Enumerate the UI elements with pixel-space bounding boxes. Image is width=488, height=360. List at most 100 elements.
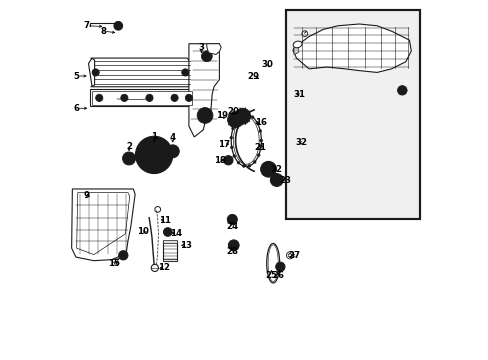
Text: 21: 21: [254, 143, 266, 152]
Circle shape: [146, 147, 162, 163]
Polygon shape: [292, 134, 308, 149]
Text: 30: 30: [261, 60, 273, 69]
Circle shape: [171, 149, 174, 153]
Text: 18: 18: [214, 156, 225, 165]
Circle shape: [135, 136, 172, 174]
Circle shape: [260, 161, 276, 177]
Circle shape: [397, 86, 406, 95]
Circle shape: [223, 156, 233, 165]
Text: 32: 32: [295, 138, 307, 147]
Text: 16: 16: [254, 118, 266, 127]
Text: 4: 4: [169, 133, 176, 142]
Circle shape: [258, 130, 261, 132]
Circle shape: [253, 161, 256, 163]
Bar: [285, 10, 419, 220]
Circle shape: [116, 23, 121, 28]
Text: 26: 26: [272, 270, 284, 279]
Circle shape: [151, 152, 157, 158]
Circle shape: [230, 217, 234, 222]
Text: 1: 1: [151, 132, 157, 141]
Text: 5: 5: [74, 72, 80, 81]
Circle shape: [121, 253, 125, 257]
Circle shape: [275, 262, 285, 271]
Polygon shape: [293, 45, 298, 54]
Polygon shape: [72, 189, 135, 261]
Circle shape: [257, 154, 260, 157]
Text: 7: 7: [83, 21, 90, 30]
Circle shape: [255, 121, 258, 124]
Circle shape: [278, 265, 282, 269]
Circle shape: [96, 94, 102, 102]
Circle shape: [266, 167, 270, 171]
Circle shape: [273, 176, 280, 184]
Circle shape: [231, 243, 236, 248]
Polygon shape: [292, 24, 410, 72]
Circle shape: [233, 118, 237, 122]
Text: 9: 9: [83, 190, 89, 199]
Circle shape: [274, 178, 278, 182]
Circle shape: [270, 174, 283, 186]
Text: 25: 25: [265, 270, 277, 279]
Circle shape: [237, 111, 247, 121]
Text: 3: 3: [198, 43, 204, 52]
Circle shape: [169, 148, 176, 155]
Circle shape: [263, 164, 273, 174]
Polygon shape: [88, 58, 192, 87]
Bar: [285, 10, 419, 220]
Circle shape: [305, 140, 308, 143]
Polygon shape: [188, 44, 219, 137]
Text: 2: 2: [126, 142, 132, 151]
Polygon shape: [206, 44, 221, 54]
Circle shape: [231, 127, 234, 130]
Circle shape: [228, 240, 239, 251]
Circle shape: [298, 140, 301, 143]
Circle shape: [247, 165, 250, 167]
Bar: [163, 259, 177, 261]
Circle shape: [125, 155, 132, 162]
Text: 12: 12: [158, 264, 170, 273]
Circle shape: [240, 114, 244, 118]
Circle shape: [240, 114, 243, 117]
Circle shape: [201, 51, 212, 62]
Circle shape: [92, 69, 99, 76]
Circle shape: [114, 22, 122, 30]
Circle shape: [229, 136, 232, 139]
Circle shape: [140, 141, 167, 168]
Circle shape: [232, 155, 235, 158]
Circle shape: [197, 108, 212, 123]
Bar: [89, 89, 194, 107]
Circle shape: [245, 113, 248, 116]
Text: 29: 29: [247, 72, 259, 81]
Circle shape: [234, 108, 250, 124]
Bar: [163, 241, 177, 261]
Ellipse shape: [293, 41, 302, 48]
Text: 13: 13: [179, 241, 191, 250]
Circle shape: [166, 145, 179, 158]
Circle shape: [227, 215, 237, 225]
Circle shape: [121, 94, 128, 102]
Circle shape: [251, 116, 254, 118]
Circle shape: [230, 146, 233, 149]
Text: 11: 11: [159, 216, 170, 225]
Circle shape: [182, 69, 188, 76]
Circle shape: [227, 112, 243, 128]
Circle shape: [235, 120, 238, 122]
Circle shape: [294, 140, 297, 143]
Circle shape: [399, 88, 404, 93]
Text: 22: 22: [270, 165, 282, 174]
Text: 15: 15: [107, 259, 119, 268]
Bar: [92, 91, 192, 105]
Circle shape: [122, 152, 135, 165]
Circle shape: [237, 161, 240, 164]
Text: 14: 14: [170, 229, 182, 238]
Bar: [163, 240, 177, 243]
Circle shape: [302, 140, 305, 143]
Text: 17: 17: [218, 140, 230, 149]
Text: 8: 8: [101, 27, 107, 36]
Circle shape: [163, 228, 172, 236]
Circle shape: [225, 158, 230, 163]
Text: 6: 6: [74, 104, 80, 113]
Text: 28: 28: [226, 247, 238, 256]
Text: 10: 10: [137, 228, 149, 237]
Text: 19: 19: [216, 111, 228, 120]
